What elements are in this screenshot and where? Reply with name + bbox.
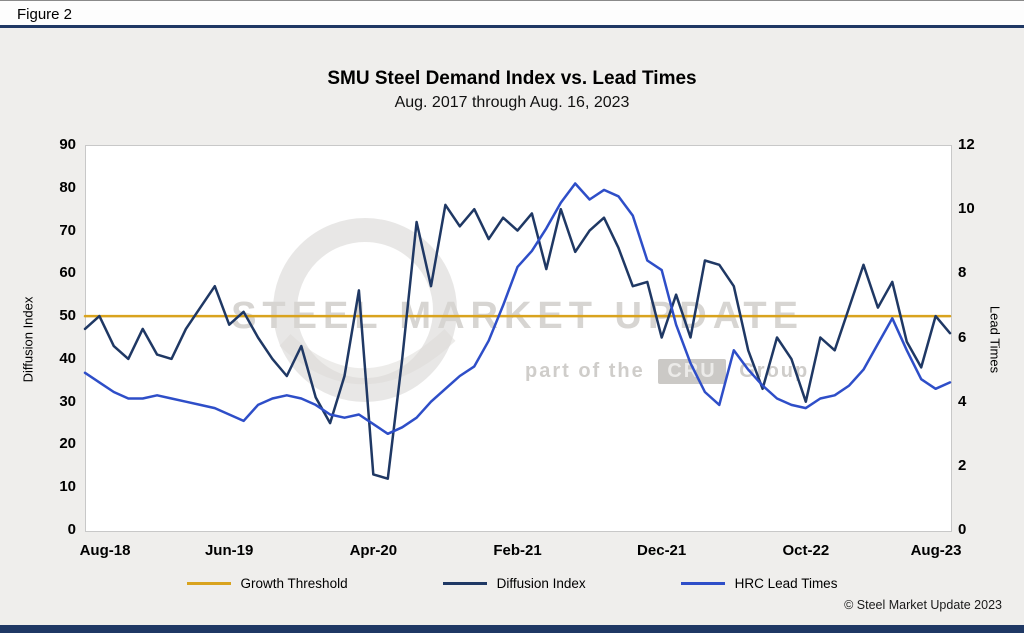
copyright-notice: © Steel Market Update 2023: [844, 598, 1002, 612]
y-left-tick-label: 30: [59, 392, 76, 410]
x-tick-label: Apr-20: [349, 542, 398, 559]
y-left-axis-title: Diffusion Index: [20, 296, 36, 383]
figure-header-strip: Figure 2: [0, 0, 1024, 28]
legend: Growth Threshold Diffusion Index HRC Lea…: [0, 576, 1024, 591]
x-tick-label: Dec-21: [637, 542, 687, 559]
growth-threshold-line-swatch-icon: [186, 582, 231, 585]
legend-item-hrc-lead-times: HRC Lead Times: [680, 576, 838, 591]
series-line-diffusion-index: [83, 203, 952, 480]
y-right-tick-label: 4: [958, 392, 967, 410]
chart-canvas: [83, 182, 952, 480]
hrc-lead-times-line-swatch-icon: [680, 582, 725, 585]
y-left-tick-label: 40: [59, 349, 76, 367]
legend-label-growth-threshold: Growth Threshold: [240, 576, 348, 591]
y-right-tick-label: 12: [958, 136, 975, 153]
legend-item-growth-threshold: Growth Threshold: [186, 576, 348, 591]
x-tick-label: Jun-19: [204, 542, 254, 559]
y-right-tick-label: 0: [958, 521, 967, 538]
y-left-tick-label: 10: [59, 478, 76, 496]
series-line-hrc-lead-times: [83, 182, 952, 436]
y-left-tick-label: 80: [59, 178, 76, 196]
y-right-tick-label: 6: [958, 328, 967, 346]
y-left-tick-label: 50: [59, 307, 76, 325]
y-left-tick-label: 60: [59, 264, 76, 282]
x-tick-label: Oct-22: [782, 542, 830, 559]
x-tick-label: Feb-21: [493, 542, 542, 559]
legend-item-diffusion-index: Diffusion Index: [442, 576, 586, 591]
x-tick-label: Aug-18: [79, 542, 131, 559]
x-tick-label: Aug-23: [910, 542, 962, 559]
bottom-accent-bar: [0, 625, 1024, 633]
y-right-tick-label: 10: [958, 200, 975, 218]
y-left-tick-label: 70: [59, 221, 76, 239]
y-left-tick-label: 0: [67, 521, 76, 538]
legend-label-hrc-lead-times: HRC Lead Times: [734, 576, 838, 591]
diffusion-index-line-swatch-icon: [442, 582, 487, 585]
plot-area: [85, 145, 952, 532]
chart-subtitle: Aug. 2017 through Aug. 16, 2023: [394, 94, 630, 111]
legend-label-diffusion-index: Diffusion Index: [496, 576, 586, 591]
y-left-tick-label: 20: [59, 435, 76, 453]
chart-area: SMU Steel Demand Index vs. Lead Times Au…: [0, 32, 1024, 625]
chart-title: SMU Steel Demand Index vs. Lead Times: [327, 68, 697, 89]
figure-label: Figure 2: [17, 6, 73, 23]
y-left-tick-label: 90: [59, 136, 76, 153]
y-right-tick-label: 2: [958, 456, 967, 474]
y-right-tick-label: 8: [958, 264, 967, 282]
